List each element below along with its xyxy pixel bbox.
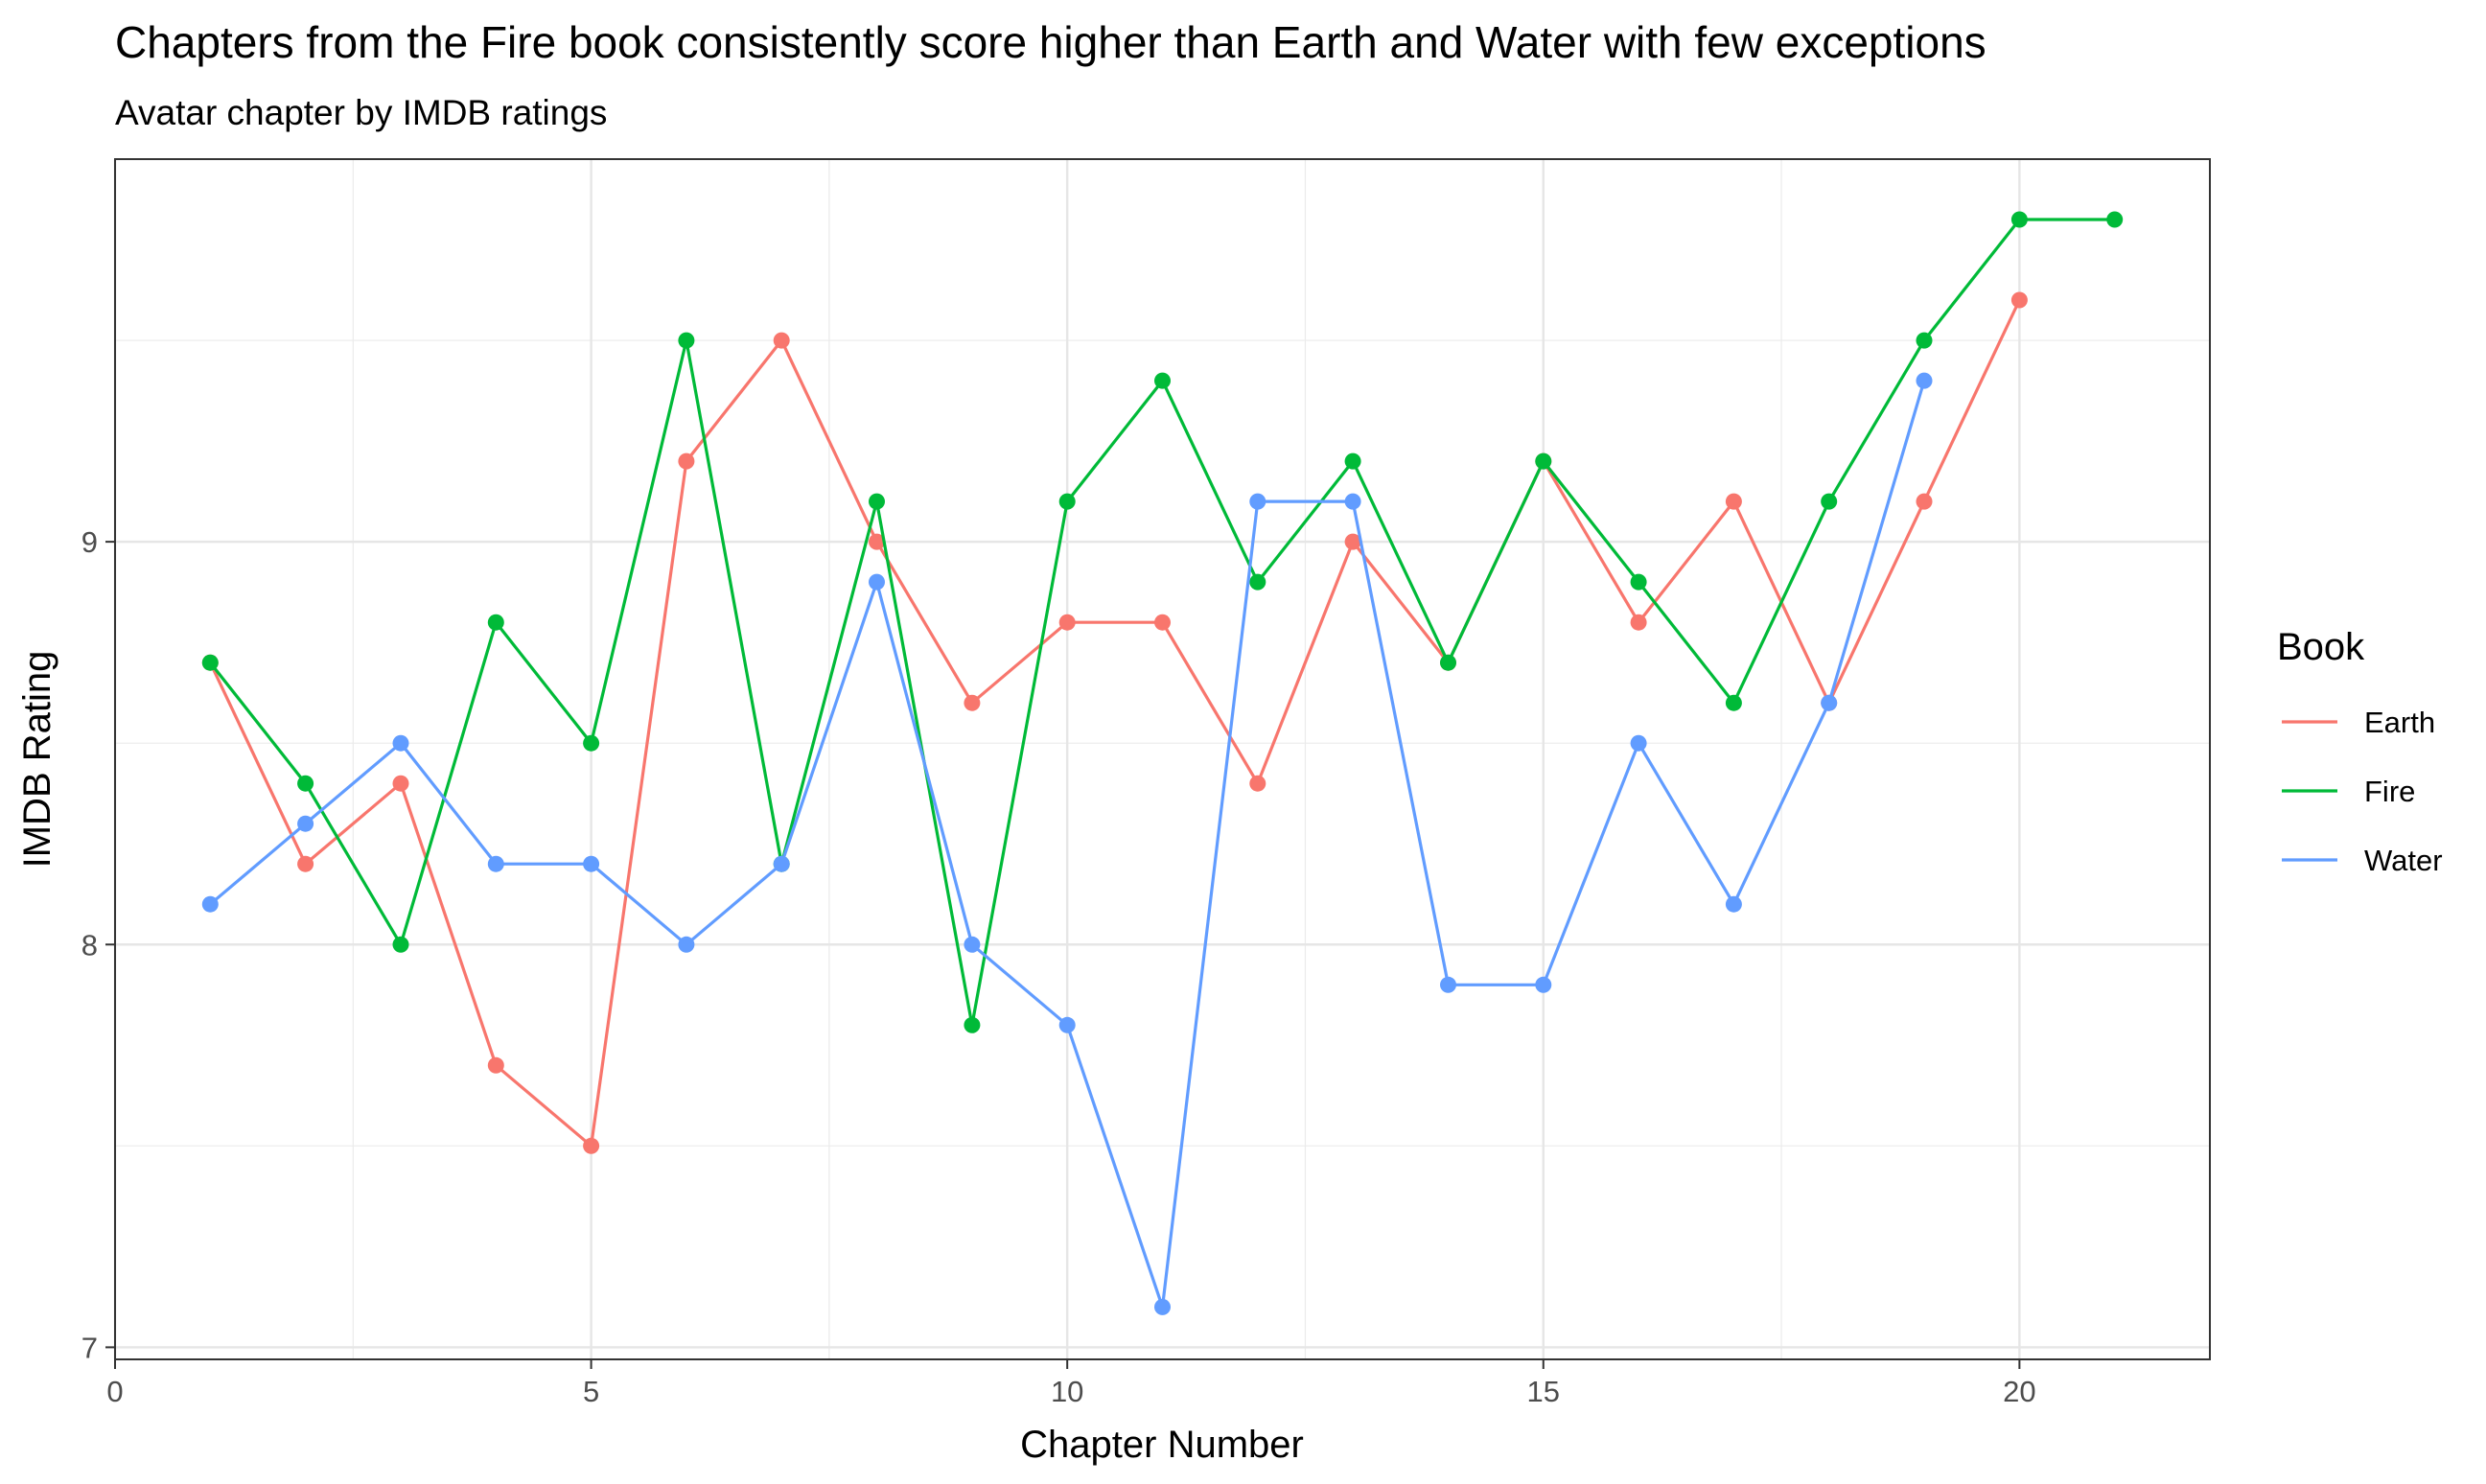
legend-label-earth: Earth [2364,706,2435,739]
data-point-water [1058,1016,1076,1033]
data-point-earth [1916,493,1933,510]
data-point-fire [678,332,695,349]
data-point-water [1916,372,1933,389]
legend-entries: Earth Fire Water [2282,706,2443,877]
data-point-fire [1916,332,1933,349]
data-point-earth [1058,614,1076,631]
legend-label-water: Water [2364,844,2443,877]
chart-title: Chapters from the Fire book consistently… [115,17,1986,67]
data-point-earth [678,452,695,470]
data-point-water [1154,1298,1171,1315]
data-point-fire [1821,493,1838,510]
series-line-earth [208,299,2021,1148]
data-point-fire [201,654,219,671]
data-point-fire [869,493,885,510]
legend-label-fire: Fire [2364,775,2415,808]
data-point-fire [1344,452,1361,470]
plot-border [114,158,2211,1360]
x-tick-label: 0 [106,1375,123,1408]
y-tick-label: 8 [81,928,98,962]
data-point-water [964,936,981,953]
data-point-fire [964,1016,981,1033]
legend: Book Earth Fire Water [2277,626,2443,877]
data-point-fire [1440,654,1456,671]
data-point-water [678,936,695,953]
axes: 0 5 10 15 20 7 8 9 [81,525,2036,1408]
chart-subtitle: Avatar chapter by IMDB ratings [115,93,607,132]
x-tick-label: 5 [583,1375,599,1408]
legend-title: Book [2277,626,2365,668]
data-point-fire [1725,694,1742,711]
data-point-earth [773,332,790,349]
data-point-water [1344,493,1361,510]
data-point-earth [1630,614,1647,631]
data-point-earth [2010,291,2028,309]
data-point-earth [297,855,314,872]
data-point-earth [869,533,885,550]
data-point-fire [1249,573,1266,591]
series-layer [201,211,2124,1315]
data-point-fire [1630,573,1647,591]
data-point-fire [583,734,600,752]
data-point-earth [487,1056,504,1074]
x-axis-title: Chapter Number [1020,1424,1304,1466]
data-point-water [773,855,790,872]
data-point-earth [583,1137,600,1154]
data-point-fire [297,775,314,792]
data-point-fire [1058,493,1076,510]
data-point-water [201,895,219,913]
data-point-earth [1344,533,1361,550]
data-point-fire [487,614,504,631]
y-tick-label: 7 [81,1331,98,1364]
series-water [201,372,1933,1315]
data-point-water [1821,694,1838,711]
data-point-earth [392,775,409,792]
x-tick-label: 20 [2003,1375,2035,1408]
x-tick-label: 15 [1527,1375,1560,1408]
data-point-water [1249,493,1266,510]
y-axis-title: IMDB Rating [16,651,58,869]
data-point-earth [1154,614,1171,631]
grid [113,159,2210,1359]
data-point-water [1630,734,1647,752]
data-point-water [869,573,885,591]
series-fire [201,211,2124,1033]
data-point-earth [1249,775,1266,792]
data-point-fire [1535,452,1552,470]
data-point-fire [1154,372,1171,389]
data-point-earth [1725,493,1742,510]
data-point-water [487,855,504,872]
data-point-fire [392,936,409,953]
data-point-water [1725,895,1742,913]
data-point-water [1535,976,1552,993]
data-point-earth [964,694,981,711]
data-point-water [297,815,314,832]
data-point-water [583,855,600,872]
data-point-fire [2010,211,2028,228]
x-tick-label: 10 [1051,1375,1083,1408]
plot-panel [115,159,2210,1359]
data-point-fire [2106,211,2124,228]
data-point-water [392,734,409,752]
y-tick-label: 9 [81,525,98,559]
data-point-water [1440,976,1456,993]
